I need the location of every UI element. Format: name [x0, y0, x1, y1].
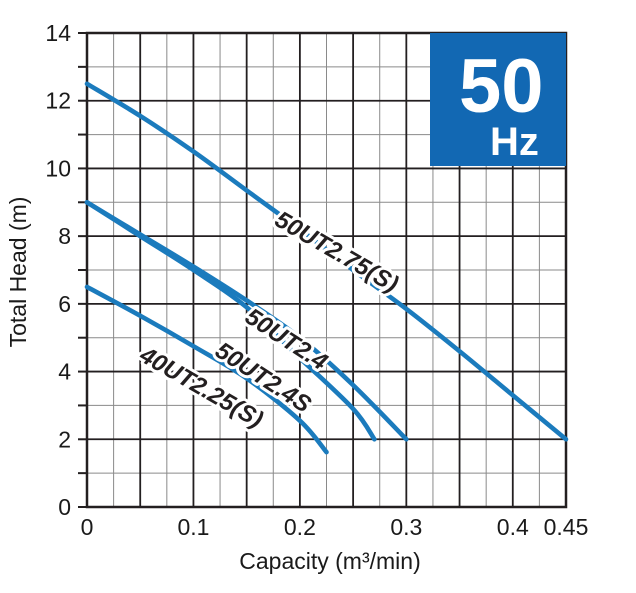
- y-axis-tick-labels: 0 2 4 6 8 10 12 14: [45, 20, 71, 520]
- frequency-badge: 50 Hz: [430, 33, 566, 166]
- data-curves: [84, 81, 569, 455]
- x-tick-label: 0.1: [177, 514, 209, 540]
- y-tick-label: 4: [58, 359, 71, 385]
- x-tick-label: 0.45: [544, 514, 589, 540]
- y-tick-label: 6: [58, 291, 71, 317]
- y-tick-label: 0: [58, 494, 71, 520]
- curve-50UT2.4S: [84, 199, 377, 442]
- x-tick-label: 0: [81, 514, 94, 540]
- y-tick-label: 12: [45, 88, 71, 114]
- frequency-badge-background: [430, 33, 566, 166]
- x-axis-title: Capacity (m³/min): [239, 548, 420, 574]
- curve-50UT2.75(S): [84, 81, 569, 442]
- curve-40UT2.25(S): [84, 284, 329, 455]
- x-axis-tick-labels: 0 0.1 0.2 0.3 0.4 0.45: [81, 514, 589, 540]
- y-tick-label: 10: [45, 155, 71, 181]
- frequency-badge-number: 50: [459, 44, 544, 129]
- y-tick-label: 14: [45, 20, 71, 46]
- y-axis-title: Total Head (m): [5, 197, 31, 348]
- x-tick-label: 0.2: [284, 514, 316, 540]
- frequency-badge-unit: Hz: [490, 120, 539, 164]
- x-tick-label: 0.4: [497, 514, 529, 540]
- y-axis-ticks: [78, 32, 87, 508]
- x-tick-label: 0.3: [390, 514, 422, 540]
- y-tick-label: 8: [58, 223, 71, 249]
- y-tick-label: 2: [58, 426, 71, 452]
